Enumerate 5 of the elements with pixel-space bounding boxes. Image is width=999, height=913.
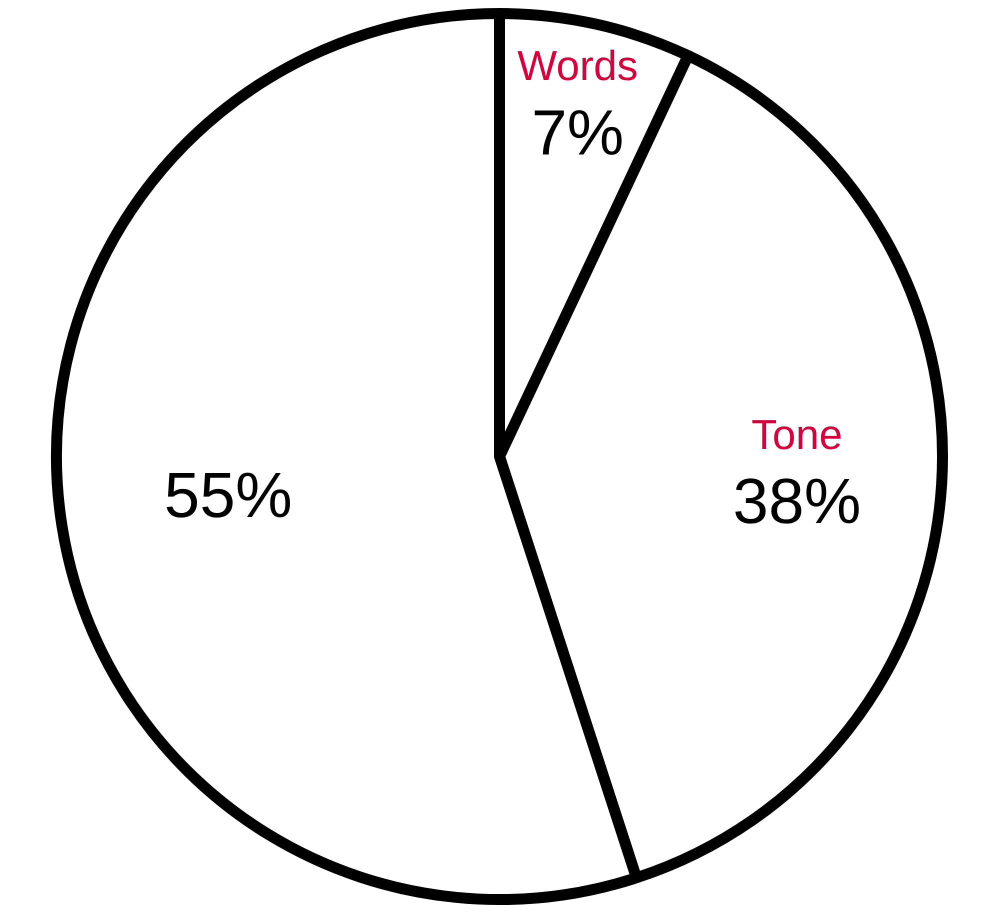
data-label: 7%	[531, 96, 624, 168]
slice-label: Tone	[751, 410, 842, 458]
data-label: 55%	[164, 459, 292, 532]
slice-label: Words	[517, 42, 638, 90]
data-label: 38%	[732, 464, 862, 537]
